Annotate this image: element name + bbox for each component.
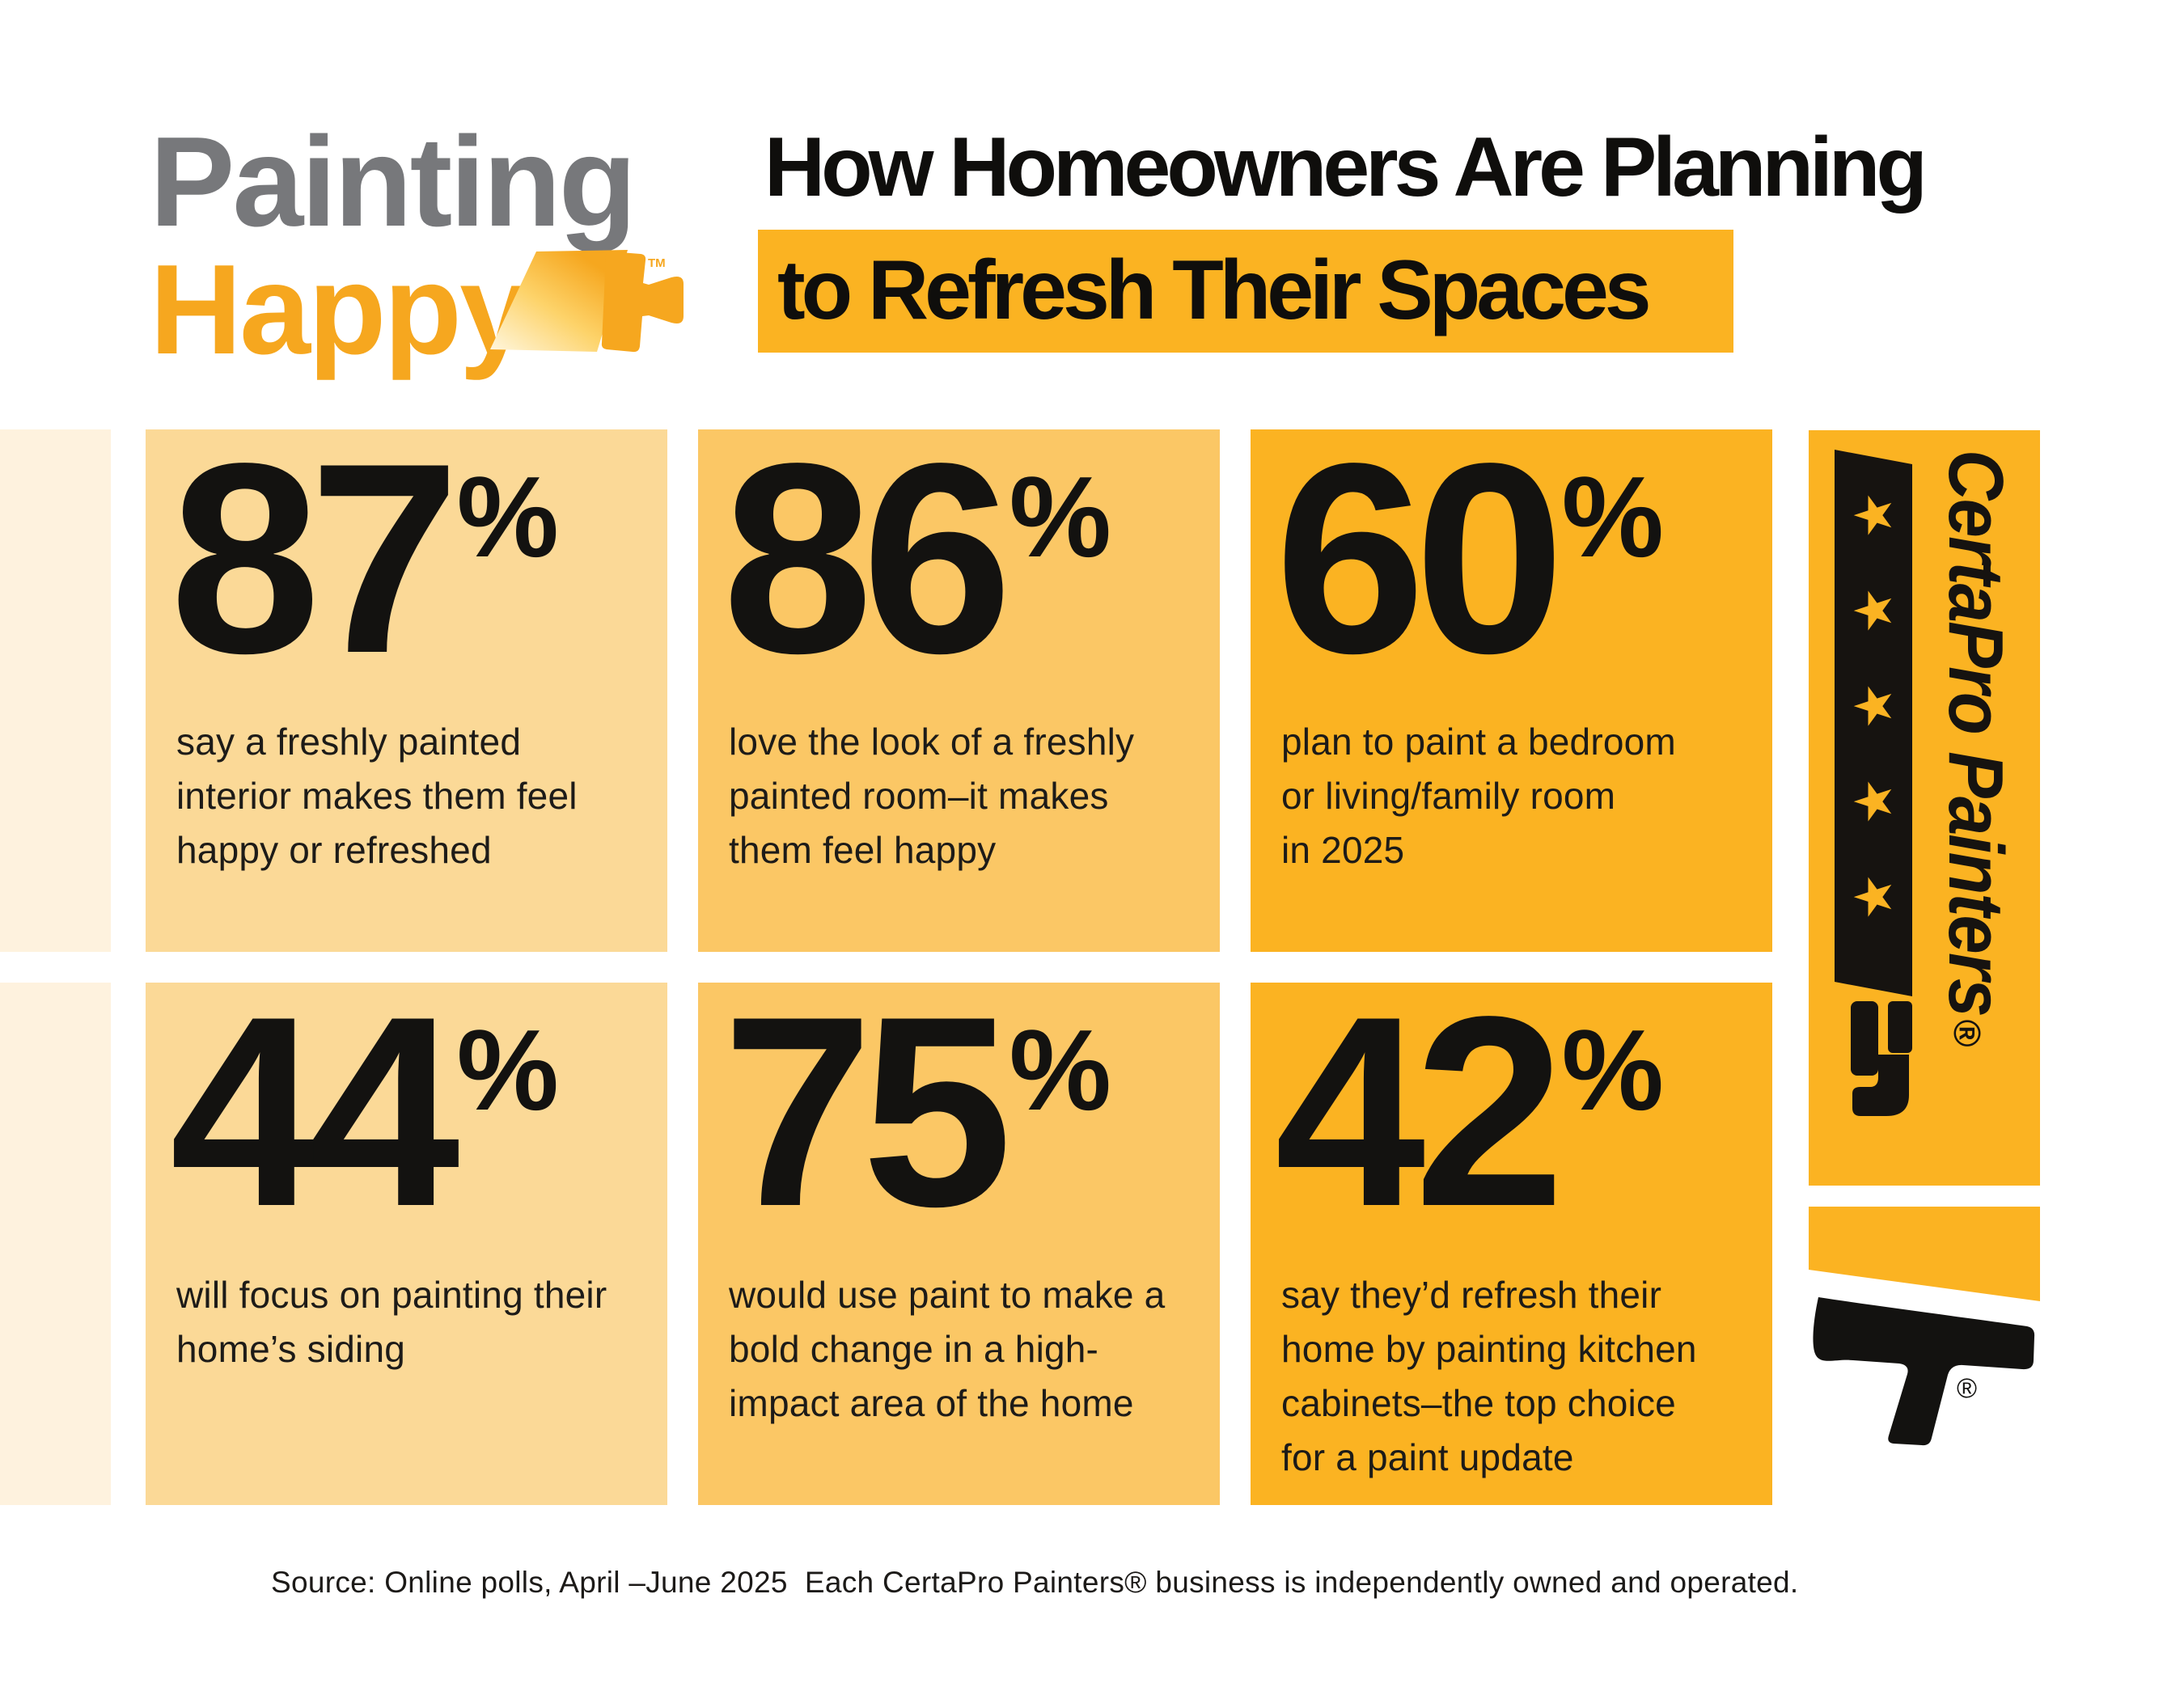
painting-happy-logo: Painting Happy xyxy=(150,111,637,381)
stat-value: 42% xyxy=(1275,960,1664,1262)
brush-stroke-shape xyxy=(490,250,628,352)
star-icon: ★ xyxy=(1844,492,1904,538)
stat-value: 60% xyxy=(1275,407,1664,709)
stat-card-75: 75% would use paint to make a bold chang… xyxy=(698,960,1220,1505)
logo-tm-mark: TM xyxy=(648,256,666,270)
headline-line1: How Homeowners Are Planning xyxy=(764,120,1928,214)
stat-card-60: 60% plan to paint a bedroom or living/fa… xyxy=(1251,407,1772,952)
percent-sign: % xyxy=(456,1006,559,1135)
paint-brush-icon: TM xyxy=(490,250,684,353)
brush-head-shape xyxy=(601,251,684,353)
star-icon: ★ xyxy=(1844,873,1904,920)
stat-description: love the look of a freshly painted room–… xyxy=(729,720,1135,871)
percent-sign: % xyxy=(1561,1006,1664,1135)
stat-description: say a freshly painted interior makes the… xyxy=(176,720,578,871)
stat-value: 44% xyxy=(170,960,559,1262)
percent-sign: % xyxy=(456,453,559,581)
percent-sign: % xyxy=(1561,453,1664,581)
logo-word-painting: Painting xyxy=(150,111,637,253)
left-edge-strip-row2 xyxy=(0,983,111,1505)
black-paint-brush-icon: ® xyxy=(1813,1297,2035,1446)
star-icon: ★ xyxy=(1844,587,1904,633)
stat-card-42: 42% say they’d refresh their home by pai… xyxy=(1251,960,1772,1505)
source-text: Source: Online polls, April –June 2025 E… xyxy=(271,1566,1799,1599)
paint-roller-icon xyxy=(1851,1001,1912,1116)
stat-card-87: 87% say a freshly painted interior makes… xyxy=(146,407,667,952)
svg-text:CertaPro Painters®: CertaPro Painters ® xyxy=(1932,450,2019,1046)
certapro-logo: CertaPro Painters ® ★ ★ ★ ★ ★ xyxy=(1835,450,2019,1116)
paint-stroke-shape xyxy=(1809,1207,2040,1301)
registered-mark: ® xyxy=(1946,1019,1988,1046)
star-icon: ★ xyxy=(1844,683,1904,729)
star-flag-shape xyxy=(1835,450,1912,996)
certapro-vertical-banner: CertaPro Painters ® ★ ★ ★ ★ ★ xyxy=(1809,430,2040,1186)
stat-description: say they’d refresh their home by paintin… xyxy=(1281,1273,1697,1479)
percent-sign: % xyxy=(1009,453,1111,581)
star-icon: ★ xyxy=(1844,778,1904,824)
left-edge-strip-row1 xyxy=(0,429,111,952)
stat-value: 75% xyxy=(722,960,1111,1262)
stat-value: 86% xyxy=(722,407,1111,709)
logo-word-happy: Happy xyxy=(150,239,531,381)
headline-line2: to Refresh Their Spaces xyxy=(777,243,1652,337)
brush-registered-mark: ® xyxy=(1957,1373,1977,1404)
certapro-brand-text: CertaPro Painters xyxy=(1932,450,2019,1016)
stat-card-86: 86% love the look of a freshly painted r… xyxy=(698,407,1220,952)
stat-description: plan to paint a bedroom or living/family… xyxy=(1281,720,1676,871)
headline-band: to Refresh Their Spaces xyxy=(758,230,1733,353)
stat-card-44: 44% will focus on painting their home’s … xyxy=(146,960,667,1505)
stat-description: would use paint to make a bold change in… xyxy=(729,1273,1166,1424)
percent-sign: % xyxy=(1009,1006,1111,1135)
stat-description: will focus on painting their home’s sidi… xyxy=(176,1273,607,1370)
stat-value: 87% xyxy=(170,407,559,709)
